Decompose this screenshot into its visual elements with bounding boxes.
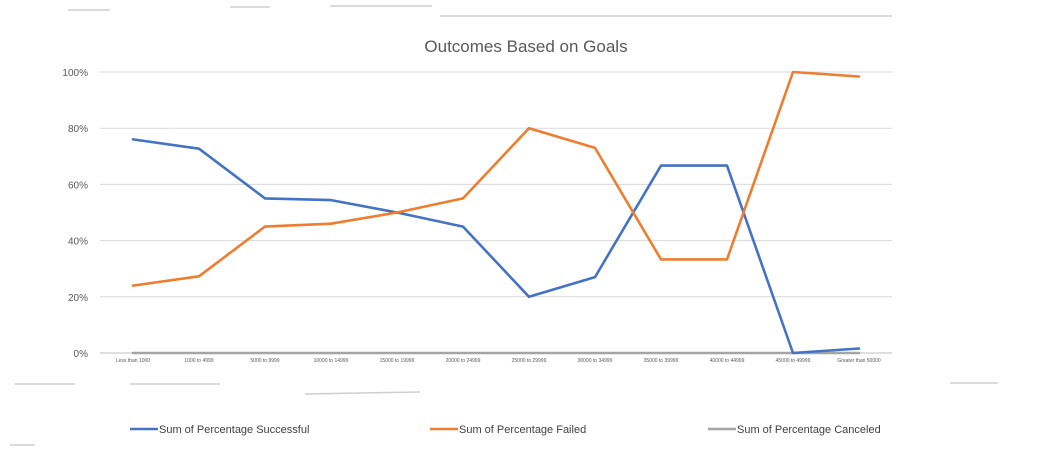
x-tick-label: 15000 to 19999 [380, 358, 415, 364]
legend: Sum of Percentage Successful Sum of Perce… [130, 424, 881, 436]
legend-label: Sum of Percentage Failed [459, 424, 586, 436]
x-tick-label: Greater than 50000 [837, 358, 881, 364]
x-tick-label: 30000 to 34999 [578, 358, 613, 364]
artifact-line [304, 391, 421, 395]
x-tick-label: 1000 to 4999 [184, 358, 213, 364]
x-tick-label: 40000 to 44999 [710, 358, 745, 364]
series-lines [131, 70, 861, 355]
x-tick-label: 5000 to 9999 [250, 358, 279, 364]
y-tick-label: 100% [62, 68, 88, 79]
y-tick-label: 60% [68, 180, 88, 191]
y-tick-label: 0% [74, 349, 89, 360]
y-tick-label: 20% [68, 293, 88, 304]
legend-label: Sum of Percentage Successful [159, 424, 309, 436]
series-line-0 [131, 138, 861, 355]
x-tick-label: 35000 to 39999 [644, 358, 679, 364]
y-axis-tick-labels: 0% 20% 40% 60% 80% 100% [62, 68, 88, 360]
chart-title: Outcomes Based on Goals [424, 37, 627, 56]
y-tick-label: 40% [68, 237, 88, 248]
y-tick-label: 80% [68, 124, 88, 135]
x-tick-label: 45000 to 49999 [776, 358, 811, 364]
series-line-1 [131, 70, 861, 287]
x-tick-label: 10000 to 14999 [314, 358, 349, 364]
legend-label: Sum of Percentage Canceled [737, 424, 881, 436]
x-tick-label: Less than 1000 [116, 358, 150, 364]
x-axis-tick-labels: Less than 1000 1000 to 4999 5000 to 9999 10… [116, 358, 881, 364]
x-tick-label: 20000 to 24999 [446, 358, 481, 364]
gridlines [100, 71, 892, 298]
x-tick-label: 25000 to 29999 [512, 358, 547, 364]
screenshot-artifacts [10, 5, 998, 446]
